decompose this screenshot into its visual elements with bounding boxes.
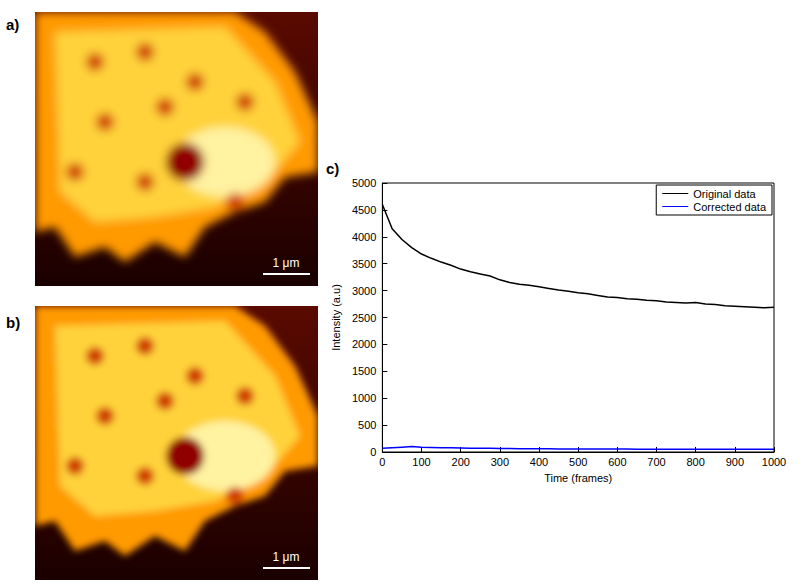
svg-text:4000: 4000	[352, 231, 376, 243]
svg-text:2500: 2500	[352, 312, 376, 324]
svg-text:300: 300	[491, 456, 509, 468]
svg-text:4500: 4500	[352, 204, 376, 216]
svg-text:Time (frames): Time (frames)	[544, 472, 612, 484]
svg-text:900: 900	[726, 456, 744, 468]
svg-text:400: 400	[530, 456, 548, 468]
svg-text:100: 100	[412, 456, 430, 468]
svg-text:1000: 1000	[762, 456, 786, 468]
svg-text:3000: 3000	[352, 285, 376, 297]
svg-text:700: 700	[647, 456, 665, 468]
html-text:b): b)	[6, 314, 21, 331]
html-text:c): c)	[326, 160, 340, 177]
svg-text:Intensity (a.u): Intensity (a.u)	[330, 284, 342, 351]
svg-text:1500: 1500	[352, 365, 376, 377]
svg-text:500: 500	[569, 456, 587, 468]
svg-text:Original data: Original data	[693, 188, 756, 200]
svg-text:600: 600	[608, 456, 626, 468]
svg-text:Corrected data: Corrected data	[693, 201, 767, 213]
svg-text:0: 0	[379, 456, 385, 468]
html-text:a): a)	[6, 16, 20, 33]
svg-text:800: 800	[686, 456, 704, 468]
svg-text:5000: 5000	[352, 177, 376, 189]
svg-text:1000: 1000	[352, 392, 376, 404]
svg-text:500: 500	[358, 419, 376, 431]
svg-text:1 μm: 1 μm	[273, 550, 300, 564]
svg-text:200: 200	[452, 456, 470, 468]
svg-text:3500: 3500	[352, 258, 376, 270]
svg-text:2000: 2000	[352, 338, 376, 350]
svg-text:0: 0	[370, 446, 376, 458]
svg-text:1 μm: 1 μm	[273, 256, 300, 270]
